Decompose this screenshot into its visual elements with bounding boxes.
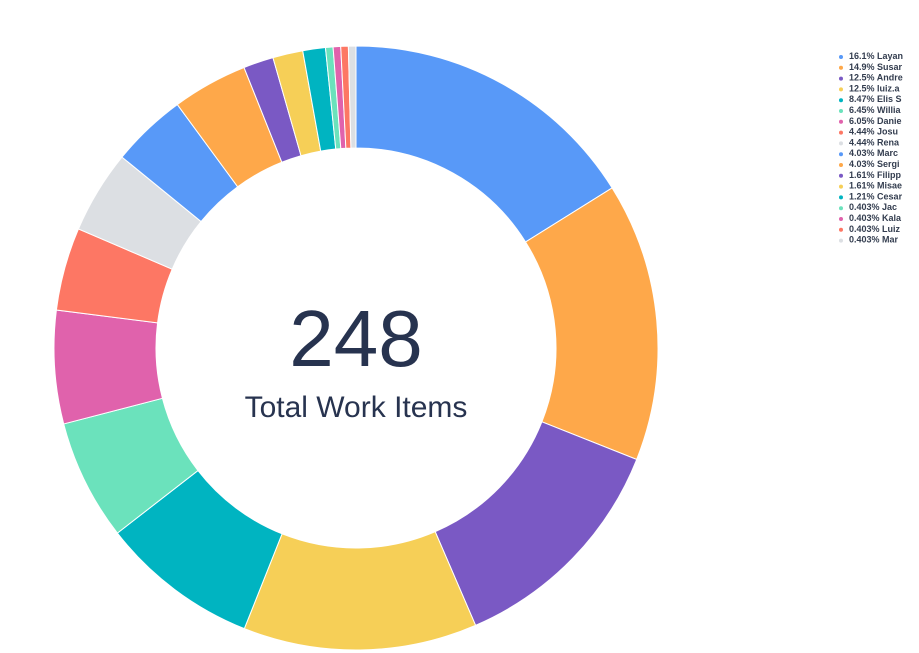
- legend-swatch: [839, 55, 843, 59]
- legend-name: Rena: [877, 138, 900, 148]
- legend-entry: 8.47% Elis S: [849, 95, 902, 105]
- center-value: 248: [289, 294, 422, 383]
- legend-entry: 0.403% Kala: [849, 213, 902, 223]
- legend-entry: 4.03% Marc: [849, 149, 898, 159]
- legend-value: 14.9%: [849, 62, 875, 72]
- legend-swatch: [839, 65, 843, 70]
- legend-name: Jac: [882, 203, 897, 213]
- legend-entry: 4.03% Sergi: [849, 159, 900, 169]
- legend-value: 6.05%: [849, 116, 875, 126]
- legend-entry: 6.45% Willia: [849, 105, 901, 115]
- legend-value: 1.21%: [849, 192, 875, 202]
- legend-value: 0.403%: [849, 213, 880, 223]
- legend-name: Luiz: [882, 224, 900, 234]
- legend-name: Susar: [877, 62, 903, 72]
- slice: [347, 45, 357, 149]
- legend-value: 4.44%: [849, 138, 875, 148]
- legend-value: 4.03%: [849, 159, 875, 169]
- legend-entry: 1.61% Filipp: [849, 170, 902, 180]
- legend-value: 12.5%: [849, 73, 875, 83]
- legend-value: 12.5%: [849, 84, 875, 94]
- legend-name: Marc: [877, 149, 898, 159]
- slice: [243, 530, 477, 651]
- legend-entry: 12.5% Andre: [849, 73, 903, 83]
- legend-swatch: [839, 206, 843, 211]
- legend-swatch: [839, 130, 843, 135]
- legend-swatch: [839, 217, 843, 221]
- legend-swatch: [839, 238, 843, 243]
- legend-name: Filipp: [877, 170, 901, 180]
- legend-entry: 4.44% Josu: [849, 127, 898, 137]
- legend-name: Andre: [877, 73, 903, 83]
- legend-swatch: [839, 195, 843, 200]
- legend-swatch: [839, 98, 843, 103]
- center-label: Total Work Items: [245, 391, 468, 424]
- legend-swatch: [839, 87, 843, 92]
- legend-name: Misae: [877, 181, 902, 191]
- legend-name: luiz.a: [877, 84, 900, 94]
- legend-swatch: [839, 152, 843, 157]
- legend-value: 1.61%: [849, 170, 875, 180]
- legend-entry: 6.05% Danie: [849, 116, 902, 126]
- legend-value: 16.1%: [849, 51, 875, 61]
- legend-value: 4.03%: [849, 149, 875, 159]
- legend-entry: 16.1% Layan: [849, 51, 903, 61]
- legend-entry: 1.61% Misae: [849, 181, 902, 191]
- legend-value: 0.403%: [849, 235, 880, 245]
- legend-value: 1.61%: [849, 181, 875, 191]
- legend-value: 0.403%: [849, 203, 880, 213]
- legend-entry: 0.403% Luiz: [849, 224, 901, 234]
- legend-swatch: [839, 141, 843, 146]
- legend-swatch: [839, 109, 843, 113]
- legend-entry: 0.403% Jac: [849, 203, 897, 213]
- legend-name: Danie: [877, 116, 902, 126]
- legend-name: Elis S: [877, 95, 902, 105]
- legend-name: Mar: [882, 235, 899, 245]
- legend-swatch: [839, 173, 843, 178]
- legend-value: 4.44%: [849, 127, 875, 137]
- legend-name: Cesar: [877, 192, 903, 202]
- legend-name: Willia: [877, 105, 901, 115]
- legend-value: 6.45%: [849, 105, 875, 115]
- legend-name: Kala: [882, 213, 902, 223]
- legend-name: Josu: [877, 127, 898, 137]
- legend-entry: 0.403% Mar: [849, 235, 899, 245]
- slice: [434, 421, 638, 626]
- legend-name: Layan: [877, 51, 903, 61]
- legend-swatch: [839, 184, 843, 189]
- legend-entry: 4.44% Rena: [849, 138, 900, 148]
- donut: [53, 45, 659, 651]
- legend-swatch: [839, 227, 843, 232]
- legend-value: 0.403%: [849, 224, 880, 234]
- legend-swatch: [839, 163, 843, 167]
- legend-entry: 1.21% Cesar: [849, 192, 903, 202]
- legend-name: Sergi: [877, 159, 900, 169]
- legend-swatch: [839, 76, 843, 81]
- legend-value: 8.47%: [849, 95, 875, 105]
- legend-entry: 12.5% luiz.a: [849, 84, 901, 94]
- legend-swatch: [839, 119, 843, 124]
- legend-entry: 14.9% Susar: [849, 62, 903, 72]
